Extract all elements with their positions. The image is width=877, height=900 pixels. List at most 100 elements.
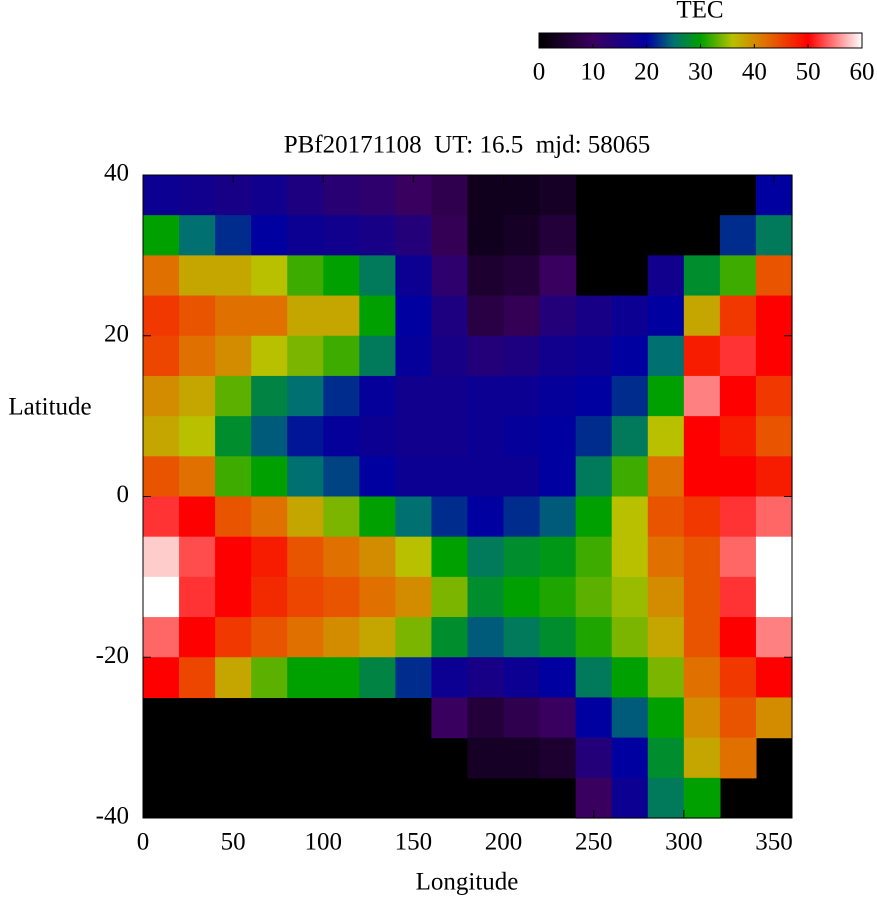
heat-cell <box>755 617 793 658</box>
heat-cell <box>143 576 180 618</box>
heat-cell <box>323 416 360 457</box>
heat-cell <box>395 496 433 538</box>
heat-cell <box>287 375 324 417</box>
heat-cell <box>323 215 360 256</box>
heat-cell <box>143 416 180 457</box>
heat-cell <box>467 737 505 779</box>
heat-cell <box>755 255 793 297</box>
heat-cell <box>287 617 324 658</box>
heat-cell <box>323 255 360 297</box>
heat-cell <box>503 657 541 699</box>
heat-cell <box>287 215 324 256</box>
heat-cell <box>179 496 216 538</box>
heat-cell <box>683 255 721 297</box>
x-tick-label: 300 <box>665 829 703 856</box>
heat-cell <box>359 657 396 699</box>
x-tick-label: 200 <box>485 829 523 856</box>
heat-cell <box>431 576 469 618</box>
heat-cell <box>143 335 180 377</box>
heat-cell <box>611 456 649 498</box>
heat-cell <box>143 255 180 297</box>
heat-cell <box>215 335 252 377</box>
heat-cell <box>539 335 577 377</box>
heat-cell <box>323 375 360 417</box>
heat-cell <box>323 456 360 498</box>
heat-cell <box>143 375 180 417</box>
heat-cell <box>467 697 505 739</box>
heat-cell <box>287 335 324 377</box>
heat-cell <box>719 617 757 658</box>
heat-cell <box>611 375 649 417</box>
heat-cell <box>503 215 541 256</box>
heat-cell <box>467 456 505 498</box>
heat-cell <box>179 416 216 457</box>
heat-cell <box>323 496 360 538</box>
heat-cell <box>647 657 685 699</box>
heat-cell <box>395 295 433 337</box>
heat-cell <box>215 456 252 498</box>
heat-cell <box>539 536 577 578</box>
heat-cell <box>287 496 324 538</box>
heat-cell <box>611 416 649 457</box>
heat-cell <box>647 617 685 658</box>
heat-cell <box>467 416 505 457</box>
heat-cell <box>215 255 252 297</box>
heat-cell <box>719 496 757 538</box>
heat-cell <box>755 416 793 457</box>
heat-cell <box>611 335 649 377</box>
colorbar-tick-label: 30 <box>688 59 713 86</box>
heat-cell <box>539 456 577 498</box>
y-axis-label: Latitude <box>8 394 91 421</box>
heat-cell <box>539 737 577 779</box>
heat-cell <box>251 496 288 538</box>
heat-cell <box>503 536 541 578</box>
heat-cell <box>719 255 757 297</box>
heat-cell <box>431 456 469 498</box>
heat-cell <box>395 215 433 256</box>
heat-cell <box>251 335 288 377</box>
x-tick-label: 100 <box>305 829 343 856</box>
heat-cell <box>395 657 433 699</box>
heat-cell <box>611 295 649 337</box>
heat-cell <box>683 496 721 538</box>
heat-cell <box>179 617 216 658</box>
heat-cell <box>251 255 288 297</box>
heat-cell <box>179 536 216 578</box>
heat-cell <box>647 697 685 739</box>
colorbar-label: TEC <box>676 0 723 24</box>
heat-cell <box>575 496 613 538</box>
heat-cell <box>251 416 288 457</box>
heat-cell <box>575 375 613 417</box>
heat-cell <box>395 536 433 578</box>
heat-cell <box>215 215 252 256</box>
heat-cell <box>503 456 541 498</box>
heat-cell <box>611 657 649 699</box>
heat-cell <box>503 697 541 739</box>
heat-cell <box>755 375 793 417</box>
heat-cell <box>431 617 469 658</box>
heat-cell <box>251 657 288 699</box>
heat-cell <box>215 496 252 538</box>
colorbar-tick-label: 60 <box>850 59 875 86</box>
heat-cell <box>755 657 793 699</box>
colorbar-tick-label: 0 <box>533 59 546 86</box>
y-tick-label: 0 <box>117 481 130 508</box>
heat-cell <box>719 737 757 779</box>
heat-cell <box>503 496 541 538</box>
heat-cell <box>359 496 396 538</box>
heat-cell <box>467 617 505 658</box>
heat-cell <box>431 175 469 216</box>
heat-cell <box>215 576 252 618</box>
heat-cell <box>359 617 396 658</box>
heat-cell <box>395 576 433 618</box>
heat-cell <box>215 617 252 658</box>
heat-cell <box>143 617 180 658</box>
heat-cell <box>575 617 613 658</box>
heat-cell <box>143 175 180 216</box>
heat-cell <box>467 255 505 297</box>
heat-cell <box>611 617 649 658</box>
heat-cell <box>539 576 577 618</box>
x-tick-label: 50 <box>221 829 246 856</box>
heat-cell <box>755 536 793 578</box>
heat-cell <box>755 576 793 618</box>
